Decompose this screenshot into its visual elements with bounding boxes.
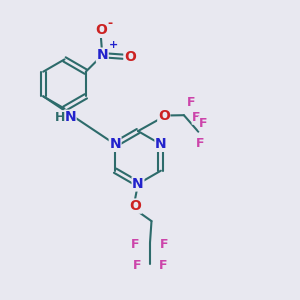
Text: F: F (196, 136, 204, 150)
Text: N: N (132, 177, 144, 191)
Text: O: O (130, 199, 142, 213)
Text: F: F (192, 111, 201, 124)
Text: +: + (109, 40, 118, 50)
Text: F: F (160, 238, 169, 251)
Text: O: O (124, 50, 136, 64)
Text: N: N (155, 137, 167, 151)
Text: F: F (199, 117, 207, 130)
Text: N: N (109, 137, 121, 151)
Text: F: F (159, 259, 167, 272)
Text: F: F (187, 96, 196, 109)
Text: O: O (158, 109, 170, 123)
Text: H: H (55, 111, 65, 124)
Text: -: - (107, 17, 112, 30)
Text: N: N (64, 110, 76, 124)
Text: O: O (95, 23, 107, 37)
Text: F: F (131, 238, 140, 251)
Text: N: N (97, 48, 108, 62)
Text: F: F (133, 259, 141, 272)
